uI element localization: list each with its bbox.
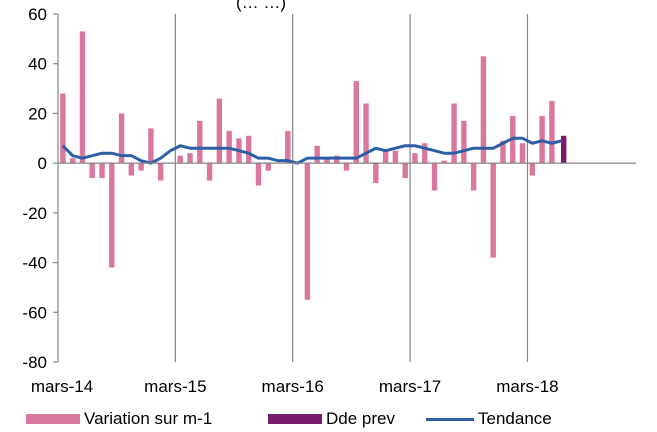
bar-variation-9 — [148, 128, 154, 164]
bar-variation-0 — [60, 93, 66, 164]
legend-item-variation: Variation sur m-1 — [26, 406, 212, 432]
bar-variation-12 — [177, 155, 183, 164]
bar-variation-23 — [285, 130, 291, 164]
x-tick-label-1: mars-15 — [144, 377, 206, 396]
bar-variation-14 — [197, 120, 203, 164]
legend-swatch-dde-prev — [268, 414, 322, 424]
bar-variation-4 — [99, 163, 105, 179]
bar-variation-40 — [451, 103, 457, 164]
bar-variation-20 — [255, 163, 262, 186]
chart-title: (… …) — [236, 0, 286, 12]
bar-variation-42 — [470, 163, 477, 191]
bar-variation-8 — [138, 163, 144, 171]
bar-series-dde-prev — [560, 135, 567, 164]
y-tick-label-0: -80 — [22, 353, 47, 372]
x-tick-label-0: mars-14 — [31, 377, 93, 396]
vertical-gridlines — [174, 14, 529, 362]
legend-label-variation: Variation sur m-1 — [84, 409, 213, 428]
bar-variation-16 — [216, 98, 223, 164]
legend: Variation sur m-1 Dde prev Tendance — [26, 406, 657, 432]
bar-variation-15 — [206, 163, 213, 181]
bar-variation-36 — [412, 153, 418, 164]
bar-variation-31 — [363, 103, 369, 164]
bar-variation-47 — [519, 143, 526, 164]
y-tick-label-5: 20 — [28, 104, 47, 123]
bar-variation-43 — [480, 56, 487, 164]
x-tick-label-3: mars-17 — [379, 377, 441, 396]
bar-variation-34 — [392, 150, 399, 164]
bar-variation-44 — [490, 163, 496, 258]
axes — [53, 13, 636, 363]
y-tick-labels: -80 -60 -40 -20 0 20 40 60 — [22, 5, 47, 372]
bar-variation-7 — [128, 163, 135, 176]
legend-label-tendance: Tendance — [478, 409, 552, 428]
line-series-tendance — [61, 136, 563, 165]
bar-variation-33 — [382, 150, 389, 164]
bar-variation-19 — [246, 135, 252, 164]
x-tick-label-2: mars-16 — [262, 377, 324, 396]
bar-variation-26 — [314, 145, 320, 164]
bar-variation-21 — [265, 163, 271, 171]
bar-variation-38 — [431, 163, 438, 191]
line-tendance — [61, 136, 563, 165]
bar-variation-27 — [324, 158, 330, 164]
legend-swatch-variation — [26, 414, 80, 424]
bar-variation-3 — [89, 163, 95, 179]
bar-dde-prev — [560, 135, 567, 164]
bar-variation-48 — [529, 163, 536, 176]
bar-variation-50 — [549, 101, 555, 164]
bar-variation-1 — [69, 158, 76, 164]
y-tick-label-3: -20 — [22, 204, 47, 223]
bar-variation-2 — [79, 31, 86, 164]
bar-variation-37 — [422, 143, 428, 164]
bar-variation-41 — [461, 120, 467, 164]
bar-variation-25 — [304, 163, 311, 300]
bar-variation-29 — [343, 163, 350, 171]
y-tick-label-6: 40 — [28, 55, 47, 74]
legend-item-dde-prev: Dde prev — [268, 406, 395, 432]
bar-variation-13 — [187, 153, 193, 164]
bar-variation-6 — [118, 113, 125, 164]
bar-variation-35 — [402, 163, 408, 179]
x-tick-labels: mars-14 mars-15 mars-16 mars-17 mars-18 — [31, 377, 559, 396]
bar-series-variation — [60, 31, 555, 300]
bar-variation-45 — [500, 140, 506, 164]
bar-variation-32 — [373, 163, 379, 184]
y-tick-label-1: -60 — [22, 303, 47, 322]
legend-item-tendance: Tendance — [426, 406, 552, 432]
legend-swatch-tendance — [426, 417, 474, 421]
y-tick-label-7: 60 — [28, 5, 47, 24]
bar-variation-5 — [109, 163, 115, 268]
bar-variation-39 — [441, 160, 448, 164]
y-tick-label-4: 0 — [38, 154, 47, 173]
bar-variation-10 — [157, 163, 164, 181]
y-tick-label-2: -40 — [22, 254, 47, 273]
bar-variation-30 — [353, 81, 359, 164]
legend-label-dde-prev: Dde prev — [326, 409, 395, 428]
x-tick-label-4: mars-18 — [496, 377, 558, 396]
